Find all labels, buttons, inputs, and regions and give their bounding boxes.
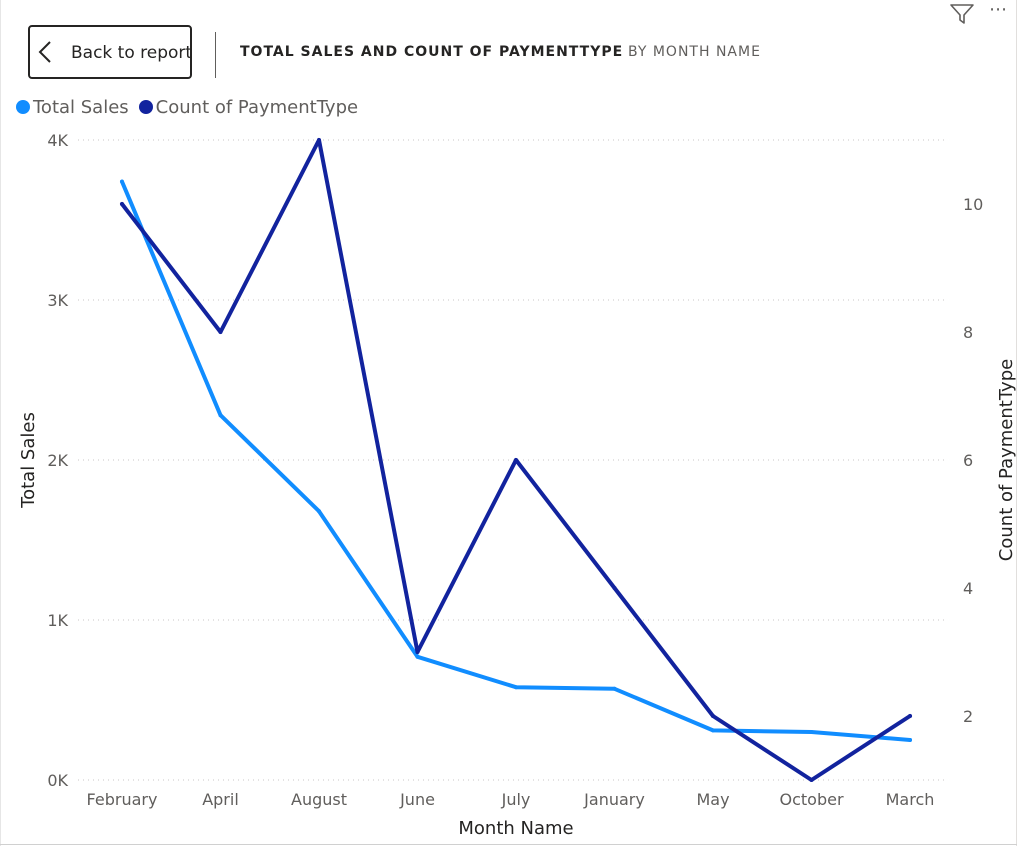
x-tick-label: June xyxy=(399,790,435,809)
y2-tick-label: 6 xyxy=(963,451,973,470)
legend-label-count-of-paymenttype: Count of PaymentType xyxy=(155,96,359,118)
legend-marker-total-sales xyxy=(16,100,30,114)
legend-item-total-sales[interactable]: Total Sales xyxy=(16,97,129,118)
data-point-count-of-paymenttype xyxy=(120,202,124,206)
back-to-report-button[interactable]: Back to report xyxy=(28,25,192,79)
data-point-total-sales xyxy=(317,509,321,514)
legend-item-count-of-paymenttype[interactable]: Count of PaymentType xyxy=(138,96,359,118)
y2-tick-label: 2 xyxy=(963,707,973,726)
x-tick-label: May xyxy=(696,790,729,809)
back-to-report-label: Back to report xyxy=(71,43,193,63)
y-tick-label: 2K xyxy=(47,451,68,470)
more-options-icon[interactable]: ⋯ xyxy=(989,0,1008,20)
y2-tick-label: 8 xyxy=(963,323,973,342)
data-point-count-of-paymenttype xyxy=(711,714,715,718)
legend-label-total-sales: Total Sales xyxy=(33,96,129,118)
chart-legend: Total Sales Count of PaymentType xyxy=(16,95,368,119)
data-point-total-sales xyxy=(908,738,912,742)
x-tick-label: August xyxy=(291,790,347,809)
y2-axis-title: Count of PaymentType xyxy=(996,359,1017,561)
chevron-left-icon xyxy=(38,41,51,63)
data-point-count-of-paymenttype xyxy=(218,330,223,334)
chart-title: TOTAL SALES AND COUNT OF PAYMENTTYPE xyxy=(240,44,624,60)
y-tick-label: 4K xyxy=(47,131,68,150)
y-axis-title: Total Sales xyxy=(18,412,39,509)
y2-tick-label: 4 xyxy=(963,579,973,598)
x-tick-label: January xyxy=(583,790,645,809)
x-tick-label: October xyxy=(779,790,843,809)
x-tick-label: March xyxy=(886,790,935,809)
data-point-total-sales xyxy=(711,728,715,733)
chart-subtitle: BY MONTH NAME xyxy=(628,44,761,60)
data-point-total-sales xyxy=(809,730,814,734)
data-point-count-of-paymenttype xyxy=(908,714,912,718)
data-point-total-sales xyxy=(415,654,420,659)
frame-right-border xyxy=(1016,0,1017,846)
y2-tick-label: 10 xyxy=(963,195,983,214)
data-point-total-sales xyxy=(514,685,518,690)
data-point-count-of-paymenttype xyxy=(809,778,814,782)
header-divider xyxy=(215,32,216,78)
x-tick-label: July xyxy=(501,790,531,809)
frame-bottom-border xyxy=(0,844,1017,845)
data-point-count-of-paymenttype xyxy=(415,650,420,654)
legend-marker-count-of-paymenttype xyxy=(138,100,153,114)
y-tick-label: 0K xyxy=(47,771,68,790)
x-tick-label: April xyxy=(202,790,239,809)
data-point-count-of-paymenttype xyxy=(514,458,518,462)
y-tick-label: 3K xyxy=(47,291,68,310)
data-point-total-sales xyxy=(120,179,124,184)
data-point-count-of-paymenttype xyxy=(317,138,321,142)
y-tick-label: 1K xyxy=(47,611,68,630)
data-point-count-of-paymenttype xyxy=(612,586,617,590)
filter-icon[interactable] xyxy=(949,3,975,25)
data-point-total-sales xyxy=(218,413,223,418)
x-axis-title: Month Name xyxy=(458,818,573,839)
frame-left-border xyxy=(0,0,1,846)
data-point-total-sales xyxy=(612,686,617,691)
x-tick-label: February xyxy=(87,790,158,809)
